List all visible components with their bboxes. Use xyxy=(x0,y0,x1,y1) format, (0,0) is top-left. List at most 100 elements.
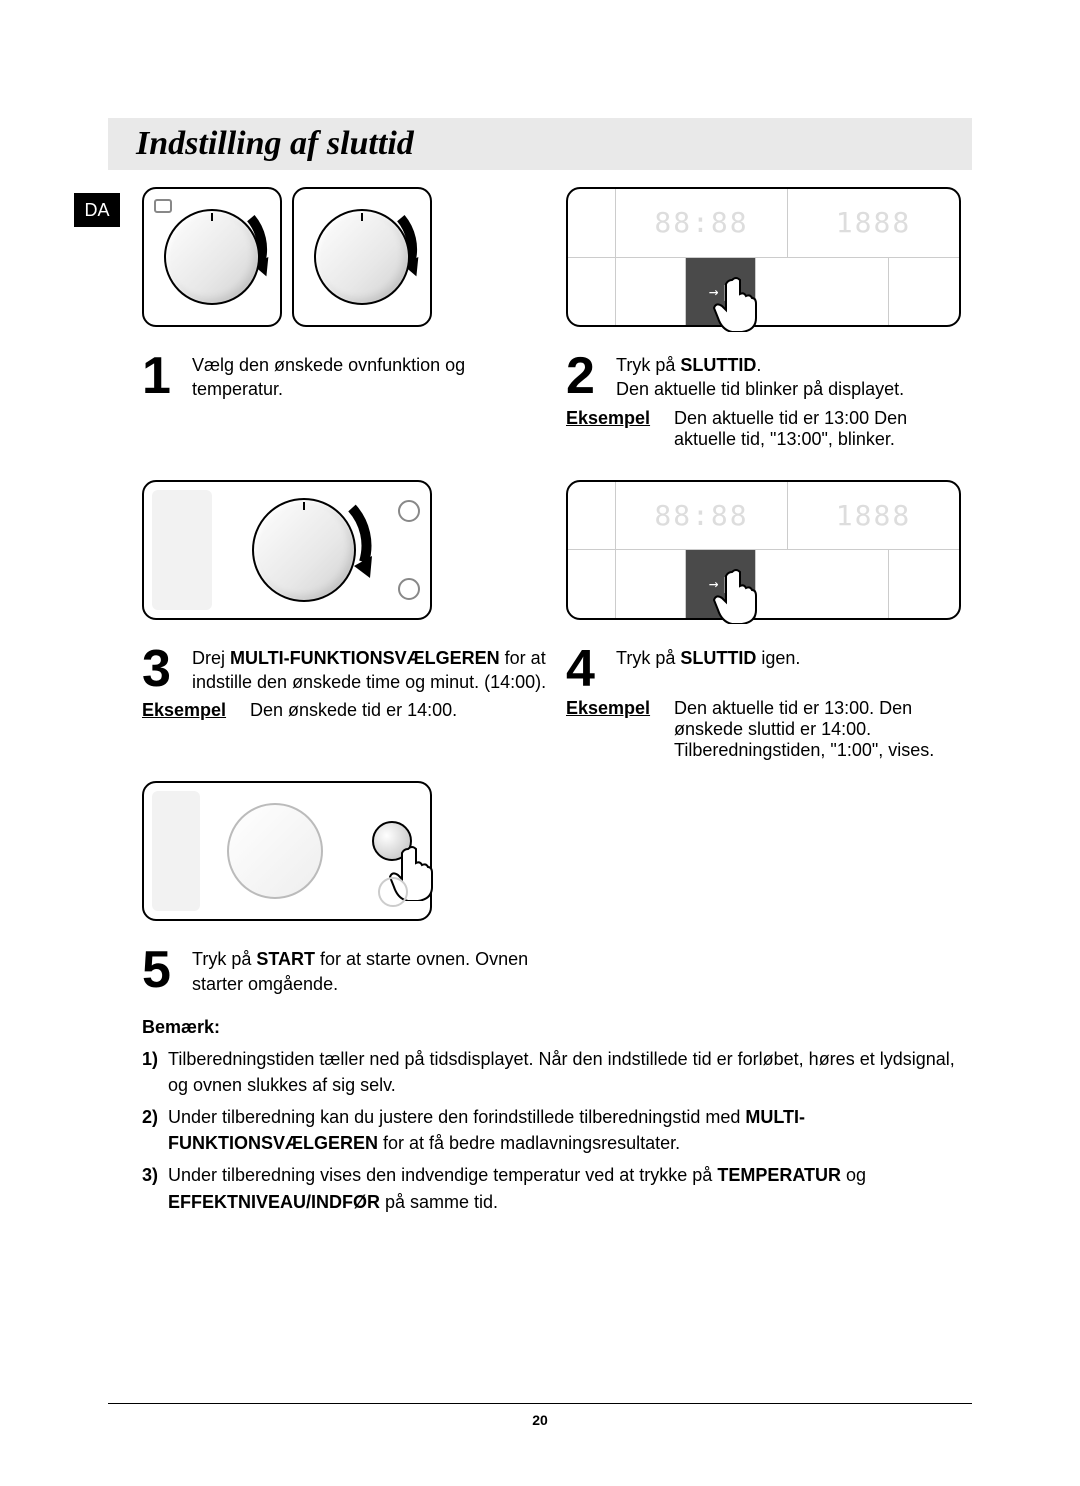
small-btn-icon xyxy=(378,877,408,907)
disp-btn xyxy=(756,550,889,618)
example-4: Eksempel Den aktuelle tid er 13:00. Den … xyxy=(566,698,972,761)
note-number: 2) xyxy=(142,1104,168,1156)
dial-panel-left xyxy=(142,187,282,327)
t: Tryk på xyxy=(616,648,680,668)
t: for at få bedre madlavningsresultater. xyxy=(378,1133,680,1153)
step-text-row-3: 5 Tryk på START for at starte ovnen. Ovn… xyxy=(142,939,972,996)
disp-btn xyxy=(616,550,686,618)
disp-btn xyxy=(568,258,616,326)
note-text: Under tilberedning vises den indvendige … xyxy=(168,1162,972,1214)
note-number: 3) xyxy=(142,1162,168,1214)
step-text: Vælg den ønskede ovnfunktion og temperat… xyxy=(192,353,548,402)
disp-btn xyxy=(756,258,889,326)
step-number: 3 xyxy=(142,646,182,693)
pointing-hand-icon xyxy=(712,568,762,624)
note-text: Tilberedningstiden tæller ned på tidsdis… xyxy=(168,1046,972,1098)
figure-row-3 xyxy=(142,781,972,921)
example-text: Den aktuelle tid er 13:00 Den aktuelle t… xyxy=(666,408,972,450)
t: Tryk på xyxy=(616,355,680,375)
page-header: Indstilling af sluttid xyxy=(108,118,972,170)
dial-knob xyxy=(227,803,323,899)
notes-block: Bemærk: 1) Tilberedningstiden tæller ned… xyxy=(142,1014,972,1215)
page-content: 88:88 1888 →| xyxy=(142,187,972,1215)
sluttid-button[interactable]: →| xyxy=(686,550,756,618)
step-5: 5 Tryk på START for at starte ovnen. Ovn… xyxy=(142,947,548,996)
figure-row-2: 88:88 1888 →| xyxy=(142,480,972,620)
step-3: 3 Drej MULTI-FUNKTIONSVÆLGEREN for at in… xyxy=(142,646,548,695)
start-button[interactable] xyxy=(372,821,412,861)
dial-knob xyxy=(252,498,356,602)
small-icon xyxy=(154,199,172,213)
t: . xyxy=(756,355,761,375)
bold: TEMPERATUR xyxy=(717,1165,841,1185)
bold: SLUTTID xyxy=(680,648,756,668)
step-2: 2 Tryk på SLUTTID. Den aktuelle tid blin… xyxy=(566,353,972,402)
seven-seg-value: 1888 xyxy=(788,482,959,550)
step-number: 4 xyxy=(566,646,606,693)
side-display xyxy=(152,791,200,911)
disp-btn xyxy=(889,550,959,618)
example-label: Eksempel xyxy=(142,700,242,721)
note-item: 2) Under tilberedning kan du justere den… xyxy=(142,1104,972,1156)
small-btn-icon xyxy=(398,500,420,522)
step-text: Drej MULTI-FUNKTIONSVÆLGEREN for at inds… xyxy=(192,646,548,695)
step-text-row-2: 3 Drej MULTI-FUNKTIONSVÆLGEREN for at in… xyxy=(142,638,972,762)
seven-seg-value: 1888 xyxy=(788,189,959,257)
t: igen. xyxy=(756,648,800,668)
t: Under tilberedning vises den indvendige … xyxy=(168,1165,717,1185)
language-tab: DA xyxy=(74,193,120,227)
small-btn-icon xyxy=(398,578,420,600)
dial-panel-right xyxy=(292,187,432,327)
seven-seg-time: 88:88 xyxy=(616,189,788,257)
notes-label: Bemærk: xyxy=(142,1014,972,1040)
step3-figure xyxy=(142,480,432,620)
step-text-row-1: 1 Vælg den ønskede ovnfunktion og temper… xyxy=(142,345,972,450)
step-4: 4 Tryk på SLUTTID igen. xyxy=(566,646,972,693)
step-text: Tryk på SLUTTID igen. xyxy=(616,646,972,670)
example-label: Eksempel xyxy=(566,408,666,429)
side-display xyxy=(152,490,212,610)
example-2: Eksempel Den aktuelle tid er 13:00 Den a… xyxy=(566,408,972,450)
step-text: Tryk på START for at starte ovnen. Ovnen… xyxy=(192,947,548,996)
example-text: Den ønskede tid er 14:00. xyxy=(242,700,548,721)
step-1: 1 Vælg den ønskede ovnfunktion og temper… xyxy=(142,353,548,402)
pointing-hand-icon xyxy=(712,276,762,332)
disp-icon xyxy=(568,189,616,257)
bold: EFFEKTNIVEAU/INDFØR xyxy=(168,1192,380,1212)
example-text: Den aktuelle tid er 13:00. Den ønskede s… xyxy=(666,698,972,761)
step-number: 5 xyxy=(142,947,182,994)
bold: MULTI-FUNKTIONSVÆLGEREN xyxy=(230,648,500,668)
step2-figure: 88:88 1888 →| xyxy=(566,187,961,327)
footer-rule xyxy=(108,1403,972,1404)
note-number: 1) xyxy=(142,1046,168,1098)
step1-figure xyxy=(142,187,548,327)
page-title: Indstilling af sluttid xyxy=(136,125,414,163)
note-item: 3) Under tilberedning vises den indvendi… xyxy=(142,1162,972,1214)
t: og xyxy=(841,1165,866,1185)
t: på samme tid. xyxy=(380,1192,498,1212)
step4-figure: 88:88 1888 →| xyxy=(566,480,961,620)
bold: START xyxy=(256,949,315,969)
step-text: Tryk på SLUTTID. Den aktuelle tid blinke… xyxy=(616,353,972,402)
example-label: Eksempel xyxy=(566,698,666,719)
dial-knob xyxy=(164,209,260,305)
seven-seg-time: 88:88 xyxy=(616,482,788,550)
example-3: Eksempel Den ønskede tid er 14:00. xyxy=(142,700,548,721)
step-number: 1 xyxy=(142,353,182,400)
disp-btn xyxy=(889,258,959,326)
t: Tryk på xyxy=(192,949,256,969)
sluttid-button[interactable]: →| xyxy=(686,258,756,326)
t: Drej xyxy=(192,648,230,668)
note-text: Under tilberedning kan du justere den fo… xyxy=(168,1104,972,1156)
t: Under tilberedning kan du justere den fo… xyxy=(168,1107,745,1127)
step-number: 2 xyxy=(566,353,606,400)
disp-icon xyxy=(568,482,616,550)
bold: SLUTTID xyxy=(680,355,756,375)
step5-figure xyxy=(142,781,432,921)
page-number: 20 xyxy=(0,1412,1080,1428)
note-item: 1) Tilberedningstiden tæller ned på tids… xyxy=(142,1046,972,1098)
t: Den aktuelle tid blinker på displayet. xyxy=(616,379,904,399)
disp-btn xyxy=(568,550,616,618)
dial-knob xyxy=(314,209,410,305)
figure-row-1: 88:88 1888 →| xyxy=(142,187,972,327)
